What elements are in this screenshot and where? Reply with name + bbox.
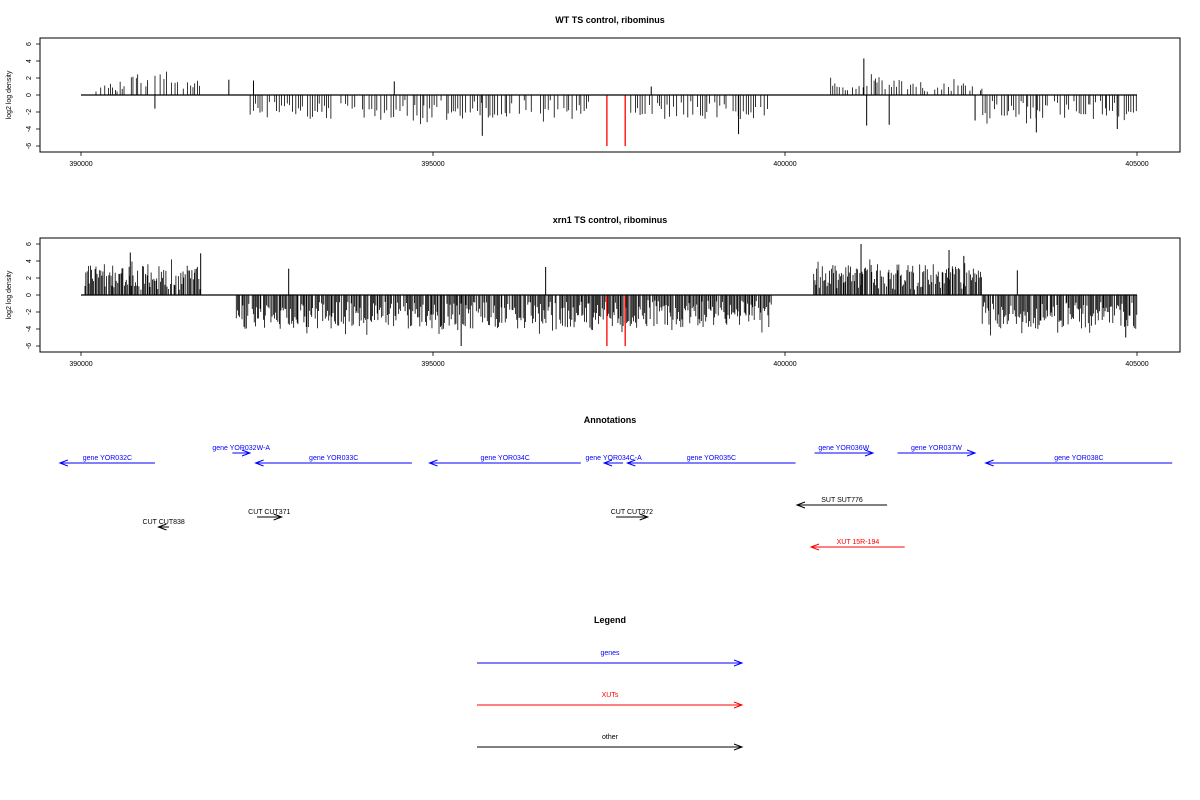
y-tick-label: -4 xyxy=(26,126,33,132)
feature-label: CUT CUT371 xyxy=(248,509,290,516)
annotation-feature: gene YOR038C xyxy=(984,455,1173,467)
feature-label: gene YOR034C-A xyxy=(585,455,642,462)
annotation-feature: CUT CUT371 xyxy=(248,509,291,521)
annotation-feature: CUT CUT838 xyxy=(143,519,185,531)
x-tick-label: 400000 xyxy=(773,361,796,368)
wt-y-axis: 6 4 2 0 -2 -4 -6 xyxy=(26,42,40,149)
y-tick-label: -6 xyxy=(26,343,33,349)
x-tick-label: 390000 xyxy=(69,361,92,368)
feature-label: CUT CUT838 xyxy=(143,519,185,526)
annotation-feature: gene YOR034C-A xyxy=(585,455,642,467)
wt-x-axis: 390000 395000 400000 405000 xyxy=(69,152,1149,168)
legend-title: Legend xyxy=(594,615,626,625)
x-tick-label: 400000 xyxy=(773,161,796,168)
annotations-title: Annotations xyxy=(584,415,637,425)
feature-label: gene YOR032W-A xyxy=(212,445,270,452)
feature-arrow-head xyxy=(984,459,994,467)
legend-arrow-head xyxy=(733,701,744,709)
feature-label: gene YOR034C xyxy=(481,455,530,462)
xrn1-y-axis: 6 4 2 0 -2 -4 -6 xyxy=(26,242,40,349)
xrn1-coverage-panel: xrn1 TS control, ribominus log2 log dens… xyxy=(6,215,1181,368)
feature-arrow-head xyxy=(254,459,264,467)
feature-arrow-head xyxy=(428,459,438,467)
annotation-feature: gene YOR035C xyxy=(625,455,796,467)
feature-arrow-head xyxy=(625,459,636,467)
legend-item: other xyxy=(477,734,744,751)
legend-arrow-head xyxy=(733,743,744,751)
feature-label: gene YOR037W xyxy=(911,445,962,452)
feature-arrow-head xyxy=(864,449,875,457)
feature-label: SUT SUT776 xyxy=(821,497,863,504)
feature-arrow-head xyxy=(639,513,650,521)
legend-item: XUTs xyxy=(477,692,744,709)
wt-bars xyxy=(95,58,1137,146)
annotation-feature: gene YOR037W xyxy=(897,445,977,457)
feature-arrow-head xyxy=(157,523,167,531)
legend-arrow-head xyxy=(733,659,744,667)
annotation-feature: gene YOR034C xyxy=(428,455,581,467)
feature-label: gene YOR032C xyxy=(83,455,132,462)
x-tick-label: 395000 xyxy=(421,361,444,368)
x-tick-label: 395000 xyxy=(421,161,444,168)
xrn1-y-axis-label: log2 log density xyxy=(6,270,13,319)
legend-label: other xyxy=(602,734,619,741)
wt-panel-title: WT TS control, ribominus xyxy=(555,15,665,25)
legend-items: genes XUTs other xyxy=(477,650,744,751)
annotation-features: gene YOR032C gene YOR032W-A gene YOR033C ge… xyxy=(58,445,1173,551)
annotation-feature: gene YOR036W xyxy=(814,445,875,457)
annotation-feature: CUT CUT372 xyxy=(611,509,653,521)
feature-label: gene YOR038C xyxy=(1054,455,1103,462)
annotation-feature: SUT SUT776 xyxy=(795,497,888,509)
y-tick-label: -6 xyxy=(26,143,33,149)
feature-arrow-head xyxy=(809,543,820,551)
feature-arrow-head xyxy=(273,513,284,521)
feature-label: gene YOR035C xyxy=(687,455,736,462)
feature-arrow-head xyxy=(602,459,613,467)
annotation-feature: gene YOR033C xyxy=(254,455,412,467)
xrn1-bars xyxy=(84,244,1138,346)
y-tick-label: 2 xyxy=(26,276,33,280)
legend-item: genes xyxy=(477,650,744,667)
x-tick-label: 405000 xyxy=(1125,161,1148,168)
y-tick-label: -4 xyxy=(26,326,33,332)
feature-label: gene YOR036W xyxy=(818,445,869,452)
y-tick-label: -2 xyxy=(26,309,33,315)
y-tick-label: 6 xyxy=(26,42,33,46)
feature-arrow-head xyxy=(795,501,806,509)
y-tick-label: -2 xyxy=(26,109,33,115)
feature-arrow-head xyxy=(966,449,977,457)
legend-label: XUTs xyxy=(602,692,619,699)
y-tick-label: 0 xyxy=(26,93,33,97)
feature-arrow-head xyxy=(241,449,252,457)
x-tick-label: 390000 xyxy=(69,161,92,168)
annotation-feature: gene YOR032C xyxy=(58,455,155,467)
legend: Legend genes XUTs other xyxy=(477,615,744,751)
wt-y-axis-label: log2 log density xyxy=(6,70,13,119)
y-tick-label: 6 xyxy=(26,242,33,246)
feature-label: CUT CUT372 xyxy=(611,509,653,516)
annotation-feature: gene YOR032W-A xyxy=(212,445,270,457)
annotation-feature: XUT 15R-194 xyxy=(809,539,905,551)
legend-label: genes xyxy=(600,650,620,657)
wt-coverage-panel: WT TS control, ribominus log2 log densit… xyxy=(6,15,1181,168)
y-tick-label: 2 xyxy=(26,76,33,80)
feature-label: XUT 15R-194 xyxy=(837,539,880,546)
x-tick-label: 405000 xyxy=(1125,361,1148,368)
y-tick-label: 4 xyxy=(26,59,33,63)
xrn1-panel-title: xrn1 TS control, ribominus xyxy=(553,215,668,225)
feature-arrow-head xyxy=(58,459,69,467)
xrn1-x-axis: 390000 395000 400000 405000 xyxy=(69,352,1149,368)
y-tick-label: 0 xyxy=(26,293,33,297)
y-tick-label: 4 xyxy=(26,259,33,263)
feature-label: gene YOR033C xyxy=(309,455,358,462)
